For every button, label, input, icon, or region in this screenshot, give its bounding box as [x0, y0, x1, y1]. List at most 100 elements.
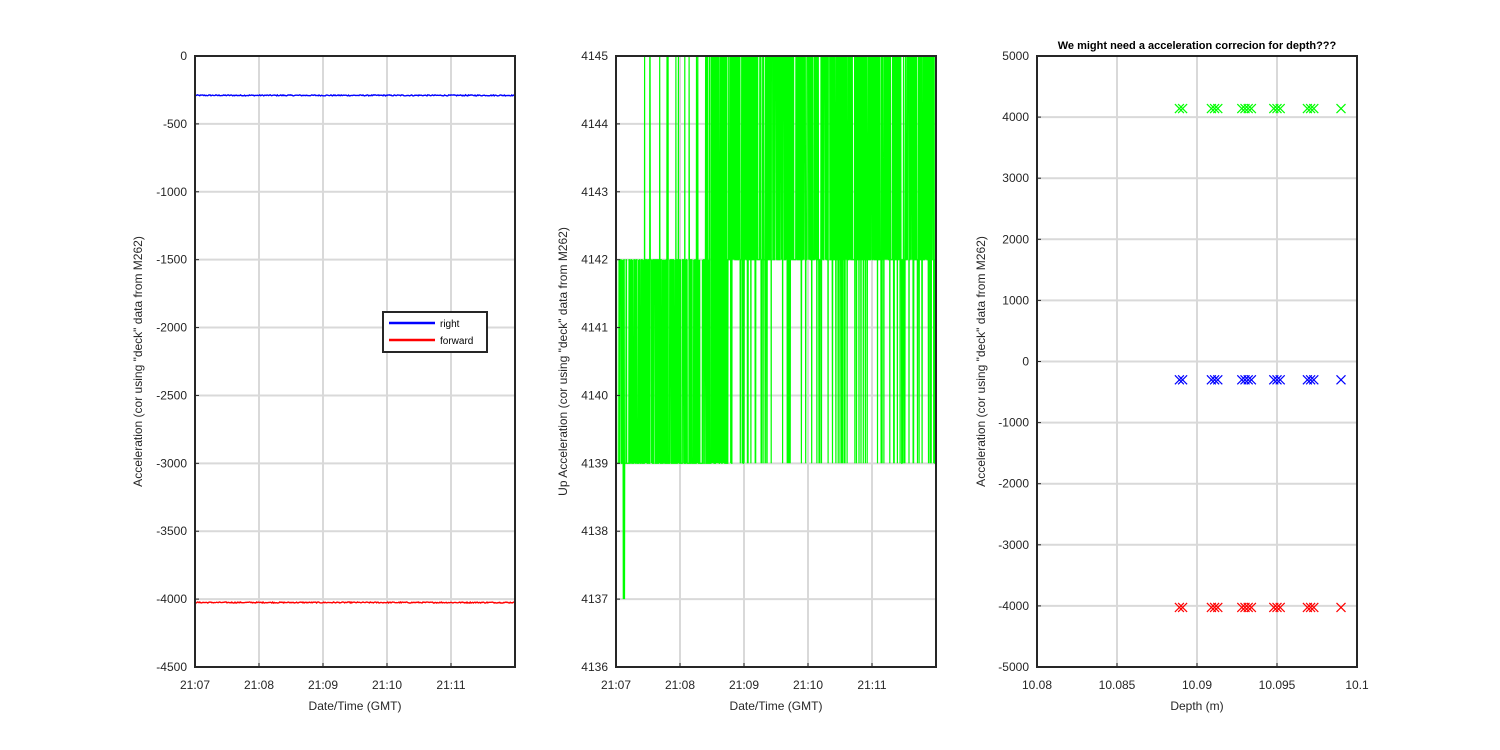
y-axis-label-right: Acceleration (cor using "deck" data from…	[974, 236, 988, 487]
y-tick-label: -2000	[156, 321, 187, 335]
scatter-point	[1275, 602, 1286, 613]
y-tick-label: -3000	[156, 456, 187, 470]
scatter-point	[1305, 374, 1316, 385]
y-axis-label-left: Acceleration (cor using "deck" data from…	[131, 236, 145, 487]
y-tick-label: -1500	[156, 253, 187, 267]
y-tick-label: -4000	[156, 592, 187, 606]
y-tick-label: 4143	[581, 185, 608, 199]
x-axis-label-middle: Date/Time (GMT)	[730, 699, 823, 713]
scatter-point	[1243, 374, 1254, 385]
x-tick-label: 21:10	[793, 678, 823, 692]
ticks-left: 21:07 21:08 21:09 21:10 21:11 0 -500 -1000 -1500…	[156, 49, 466, 692]
scatter-point	[1174, 602, 1185, 613]
x-tick-label: 21:11	[857, 678, 886, 692]
y-tick-label: 4145	[581, 49, 608, 63]
series-line-right	[194, 93, 516, 97]
scatter-point	[1305, 103, 1316, 114]
x-tick-label: 10.08	[1022, 678, 1052, 692]
scatter-point	[1177, 103, 1188, 114]
y-tick-label: 4000	[1002, 110, 1029, 124]
y-tick-label: 4137	[581, 592, 608, 606]
scatter-point	[1272, 602, 1282, 613]
y-tick-label: 4139	[581, 456, 608, 470]
y-tick-label: 0	[180, 49, 187, 63]
scatter-point	[1246, 103, 1257, 114]
scatter-point	[1177, 602, 1188, 613]
legend-label-right: right	[440, 319, 460, 330]
y-tick-label: -3000	[998, 538, 1029, 552]
x-tick-label: 21:07	[180, 678, 210, 692]
series-right	[1174, 103, 1346, 613]
y-tick-label: 4142	[581, 253, 608, 267]
scatter-point	[1209, 374, 1220, 385]
scatter-point	[1272, 374, 1282, 385]
x-tick-label: 10.09	[1182, 678, 1212, 692]
x-tick-label: 21:09	[729, 678, 759, 692]
x-tick-label: 10.095	[1259, 678, 1296, 692]
y-tick-label: -4000	[998, 599, 1029, 613]
x-axis-label-right: Depth (m)	[1170, 699, 1223, 713]
y-tick-label: 4136	[581, 660, 608, 674]
x-tick-label: 21:08	[244, 678, 274, 692]
x-tick-label: 21:10	[372, 678, 402, 692]
scatter-point	[1275, 374, 1286, 385]
plot-frame-middle	[615, 55, 937, 668]
scatter-point	[1174, 103, 1185, 114]
y-tick-label: -4500	[156, 660, 187, 674]
legend-left: right forward	[382, 311, 488, 353]
scatter-point	[1212, 602, 1223, 613]
scatter-point	[1336, 374, 1346, 385]
y-axis-label-middle: Up Acceleration (cor using "deck" data f…	[556, 227, 570, 496]
panel-right: 10.08 10.085 10.09 10.095 10.1 5000 4000 3000 20…	[974, 40, 1369, 713]
x-tick-label: 21:07	[601, 678, 631, 692]
scatter-point	[1177, 374, 1188, 385]
y-tick-label: 4141	[581, 321, 608, 335]
legend-label-forward: forward	[440, 336, 473, 347]
y-tick-label: 3000	[1002, 171, 1029, 185]
scatter-point	[1212, 374, 1223, 385]
scatter-point	[1212, 103, 1223, 114]
scatter-point	[1209, 602, 1220, 613]
ticks-middle: 21:07 21:08 21:09 21:10 21:11 4136 4137 4138 413…	[581, 49, 887, 692]
scatter-point	[1308, 602, 1319, 613]
scatter-point	[1336, 602, 1346, 613]
y-tick-label: 4144	[581, 117, 608, 131]
scatter-point	[1243, 103, 1254, 114]
y-tick-label: -1000	[156, 185, 187, 199]
x-tick-label: 21:09	[308, 678, 338, 692]
scatter-point	[1243, 602, 1254, 613]
scatter-point	[1275, 103, 1286, 114]
y-tick-label: -2000	[998, 477, 1029, 491]
y-tick-label: 4138	[581, 524, 608, 538]
x-axis-label-left: Date/Time (GMT)	[309, 699, 402, 713]
scatter-point	[1272, 103, 1282, 114]
plot-frame-left	[194, 55, 516, 668]
scatter-point	[1308, 103, 1319, 114]
scatter-point	[1305, 602, 1316, 613]
plot-area-left	[195, 56, 515, 667]
series-line-forward	[194, 600, 516, 605]
scatter-point	[1308, 374, 1319, 385]
y-tick-label: -2500	[156, 388, 187, 402]
scatter-point	[1246, 374, 1257, 385]
x-tick-label: 21:08	[665, 678, 695, 692]
scatter-point	[1336, 103, 1346, 114]
legend-box	[382, 311, 488, 353]
y-tick-label: 1000	[1002, 293, 1029, 307]
series-left	[194, 93, 516, 605]
x-tick-label: 21:11	[436, 678, 465, 692]
chart-title-right: We might need a acceleration correcion f…	[1058, 40, 1337, 52]
y-tick-label: -1000	[998, 416, 1029, 430]
y-tick-label: 2000	[1002, 232, 1029, 246]
x-tick-label: 10.1	[1345, 678, 1369, 692]
y-tick-label: -5000	[998, 660, 1029, 674]
y-tick-label: -3500	[156, 524, 187, 538]
scatter-point	[1174, 374, 1185, 385]
scatter-point	[1246, 602, 1257, 613]
ticks-right: 10.08 10.085 10.09 10.095 10.1 5000 4000 3000 20…	[998, 49, 1369, 692]
panel-middle: 21:07 21:08 21:09 21:10 21:11 4136 4137 4138 413…	[556, 49, 937, 713]
scatter-point	[1209, 103, 1220, 114]
y-tick-label: 4140	[581, 388, 608, 402]
y-tick-label: 0	[1022, 355, 1029, 369]
